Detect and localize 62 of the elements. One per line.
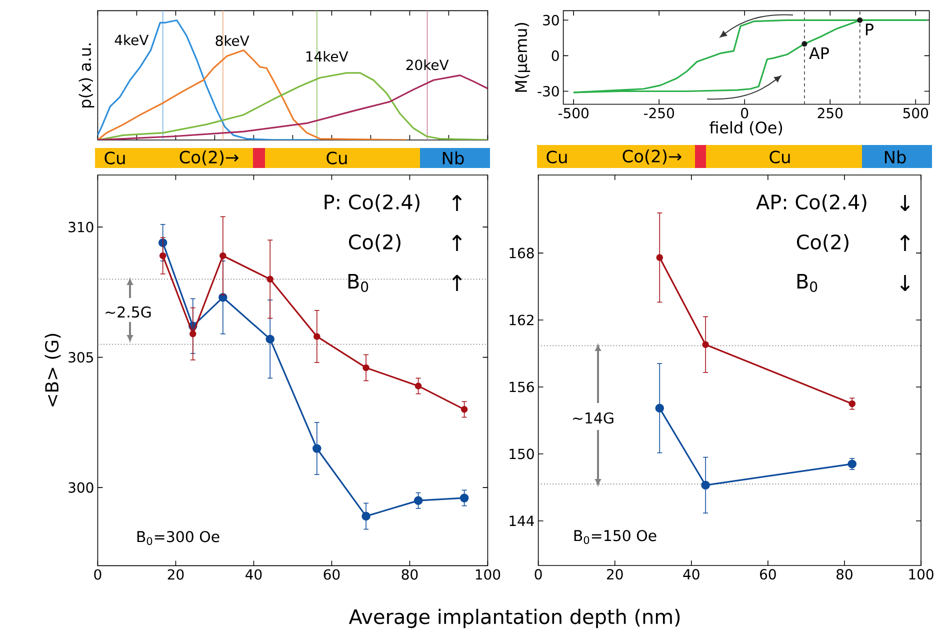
series-label: 20keV (406, 59, 449, 70)
y-axis-title: <B> (G) (44, 334, 61, 406)
annotation: AP: Co(2.4) (756, 194, 866, 212)
x-tick-label: 60 (760, 568, 776, 580)
text: Nb (442, 151, 464, 165)
x-tick-label: 60 (324, 569, 340, 580)
y-tick-label: 0 (552, 50, 559, 61)
y-tick-label: -30 (538, 86, 559, 97)
x-tick-label: 20 (606, 568, 623, 580)
x-tick-label: 40 (246, 569, 262, 580)
annotation: Co(2) (796, 234, 848, 252)
x-tick-label: 0 (741, 108, 748, 118)
y-tick-label: 300 (68, 482, 94, 493)
y-tick-label: 144 (510, 516, 534, 526)
x-tick-label: 0 (534, 568, 542, 580)
x-tick-label: 500 (903, 108, 928, 118)
x-tick-label: 250 (818, 108, 842, 118)
x-tick-label: 80 (402, 569, 418, 580)
x-tick-label: 80 (836, 568, 852, 580)
y-axis-title: M(μemu) (514, 22, 530, 92)
text: Cu (326, 152, 347, 164)
y-tick-label: 162 (510, 314, 534, 326)
x-tick-label: 0 (94, 569, 102, 580)
annotation: ↑ (452, 194, 462, 212)
annotation: ↑ (452, 274, 462, 291)
y-tick-label: 156 (510, 382, 534, 392)
text: Co(2)→ (180, 150, 238, 166)
x-tick-label: 100 (909, 568, 934, 580)
annotation: B$_{0}$ (348, 274, 368, 292)
annotation: ↓ (900, 274, 910, 292)
annotation: ↓ (900, 194, 910, 212)
y-tick-label: 310 (68, 222, 94, 232)
y-axis-title: p(x) a.u. (78, 44, 94, 108)
annotation: Co(2) (348, 234, 400, 252)
series-label: 8keV (216, 35, 250, 46)
annotation: AP (809, 47, 829, 59)
x-tick-label: 40 (683, 568, 700, 580)
text: Cu (770, 150, 790, 164)
x-axis-title: Average implantation depth (nm) (348, 608, 680, 628)
annotation: B$_{0}$=150 Oe (574, 530, 656, 544)
x-tick-label: -500 (558, 108, 588, 118)
annotation: ~14G (573, 412, 614, 424)
y-tick-label: 168 (510, 248, 534, 258)
x-tick-label: 100 (476, 569, 500, 580)
text: Co(2)→ (622, 149, 682, 165)
x-tick-label: 20 (168, 569, 184, 580)
x-axis-title: field (Oe) (710, 121, 782, 136)
text: Cu (546, 150, 567, 164)
annotation: ↑ (900, 234, 910, 251)
series-label: 4keV (114, 34, 149, 46)
annotation: ↑ (452, 234, 462, 251)
x-tick-label: -250 (644, 108, 674, 118)
annotation: B$_{0}$ (797, 274, 818, 292)
text: Cu (104, 152, 125, 164)
annotation: P (866, 24, 874, 36)
annotation: ~2.5G (106, 306, 151, 318)
text: Nb (884, 150, 906, 164)
y-tick-label: 305 (68, 352, 93, 363)
y-tick-label: 30 (543, 14, 559, 26)
annotation: P: Co(2.4) (324, 194, 420, 212)
annotation: B$_{0}$=300 Oe (137, 530, 220, 546)
y-tick-label: 150 (510, 448, 534, 460)
